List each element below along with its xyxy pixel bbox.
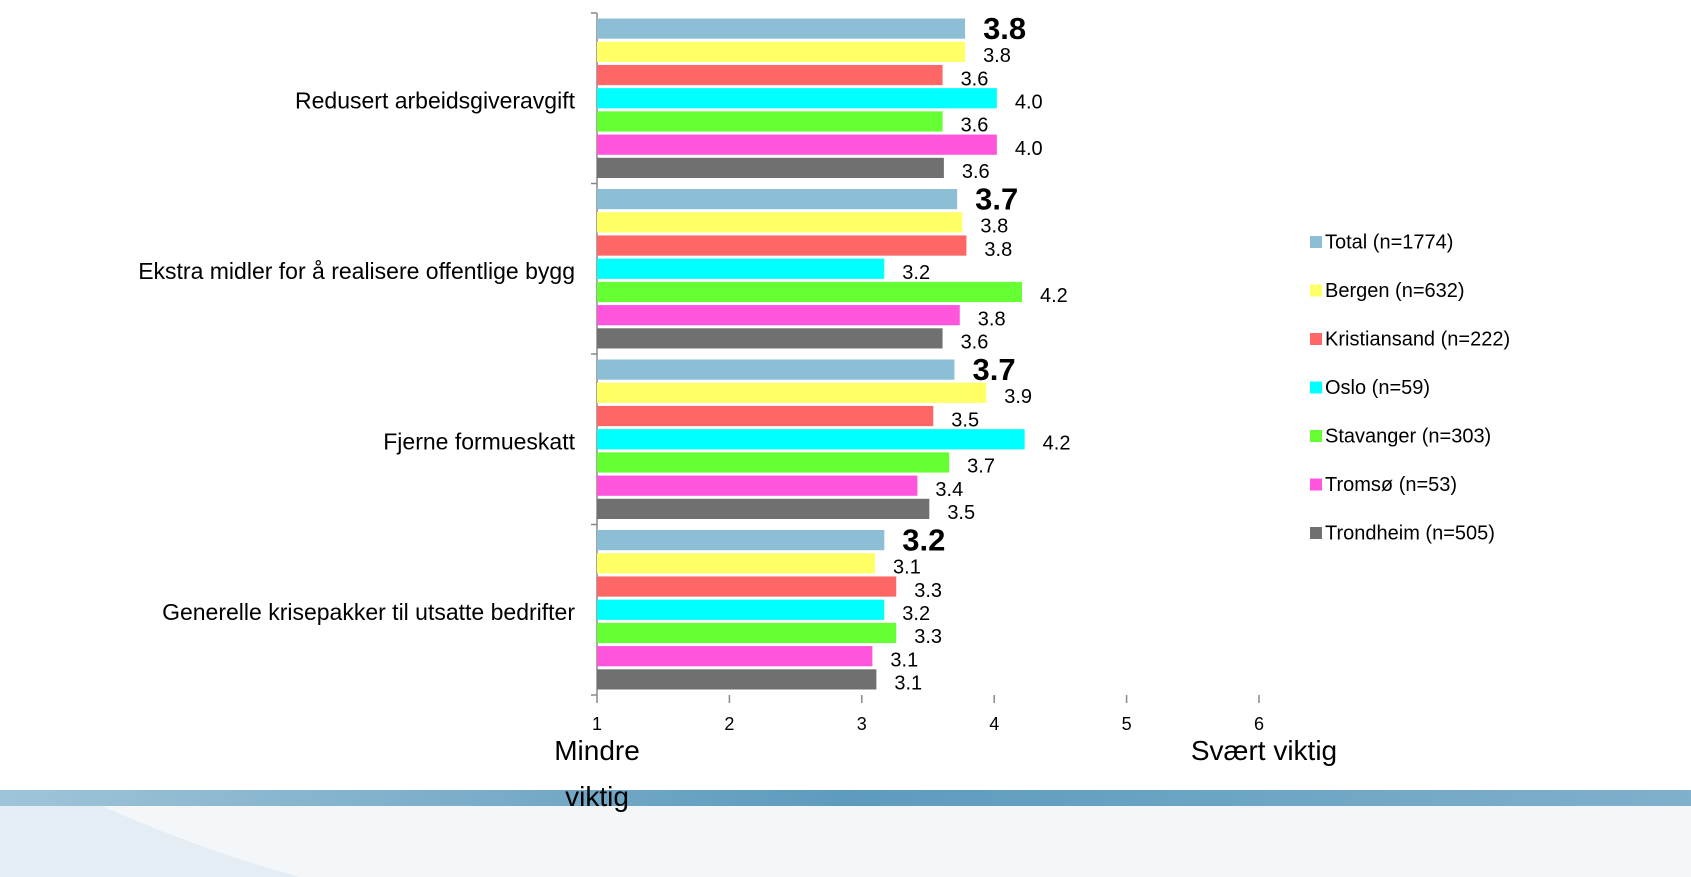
legend-label: Trondheim (n=505) [1325, 522, 1495, 544]
value-label: 3.1 [890, 649, 918, 671]
legend-swatch [1310, 381, 1322, 394]
decorative-band [0, 790, 1691, 806]
bar [597, 134, 997, 155]
legend-swatch [1310, 333, 1322, 345]
category-label: Generelle krisepakker til utsatte bedrif… [162, 599, 575, 625]
bar [597, 111, 943, 132]
value-label: 3.6 [961, 68, 989, 90]
x-tick-label: 6 [1254, 714, 1264, 734]
value-label: 3.7 [967, 456, 995, 478]
bar [597, 41, 966, 62]
value-label: 3.7 [972, 352, 1015, 387]
bar [597, 157, 944, 178]
bar [597, 88, 997, 109]
legend-label: Bergen (n=632) [1325, 280, 1465, 302]
value-label: 3.2 [902, 603, 930, 625]
value-label: 4.2 [1040, 285, 1068, 307]
x-tick-label: 1 [592, 714, 602, 734]
bar [597, 429, 1025, 450]
value-label: 3.6 [961, 115, 989, 137]
value-label: 4.0 [1015, 138, 1043, 160]
legend-label: Oslo (n=59) [1325, 377, 1430, 399]
bar [597, 382, 987, 403]
bar [597, 281, 1023, 303]
bar [597, 64, 943, 86]
bar [597, 359, 955, 380]
bar [597, 622, 897, 644]
bar [597, 576, 897, 597]
value-label: 3.3 [914, 580, 942, 602]
x-tick-label: 3 [857, 714, 867, 734]
value-label: 3.1 [894, 673, 922, 695]
value-label: 3.3 [914, 626, 942, 648]
legend-label: Kristiansand (n=222) [1325, 328, 1510, 350]
value-label: 3.9 [1004, 386, 1032, 408]
bar [597, 599, 885, 620]
legend-swatch [1310, 236, 1322, 248]
bar [597, 405, 934, 427]
bar [597, 212, 963, 233]
value-label: 3.6 [961, 332, 989, 354]
category-label: Ekstra midler for å realisere offentlige… [138, 258, 575, 284]
bar [597, 646, 873, 667]
value-label: 3.2 [902, 262, 930, 284]
value-label: 3.8 [983, 11, 1026, 46]
axis-annotation: Mindre viktig [554, 735, 640, 812]
bar [597, 669, 877, 690]
legend-swatch [1310, 527, 1322, 539]
legend-swatch [1310, 430, 1322, 442]
value-label: 3.8 [978, 308, 1006, 330]
legend-label: Stavanger (n=303) [1325, 425, 1491, 447]
x-tick-label: 5 [1122, 714, 1132, 734]
value-label: 3.1 [893, 557, 921, 579]
value-label: 3.5 [947, 502, 975, 524]
background-decoration [0, 805, 300, 877]
value-label: 3.7 [975, 181, 1018, 216]
background-decoration [0, 805, 1691, 877]
bar [597, 498, 930, 519]
bar [597, 452, 950, 473]
x-tick-label: 2 [724, 714, 734, 734]
bar [597, 553, 876, 574]
bar [597, 530, 885, 551]
bar [597, 305, 960, 326]
value-label: 4.2 [1043, 433, 1071, 455]
x-tick-label: 4 [989, 714, 999, 734]
bar [597, 18, 966, 39]
value-label: 4.0 [1015, 92, 1043, 114]
value-label: 3.4 [935, 479, 963, 501]
bar [597, 475, 918, 496]
bar [597, 258, 885, 279]
axis-annotation: Svært viktig [1190, 735, 1338, 766]
bar [597, 189, 958, 210]
value-label: 3.8 [983, 45, 1011, 67]
value-label: 3.8 [984, 239, 1012, 261]
legend-swatch [1310, 284, 1322, 297]
value-label: 3.8 [980, 216, 1008, 238]
legend-label: Tromsø (n=53) [1325, 474, 1457, 496]
legend-swatch [1310, 478, 1322, 491]
value-label: 3.6 [962, 161, 990, 183]
value-label: 3.5 [951, 409, 979, 431]
bar [597, 328, 943, 349]
category-label: Fjerne formueskatt [383, 428, 575, 454]
category-label: Redusert arbeidsgiveravgift [295, 87, 576, 113]
legend-label: Total (n=1774) [1325, 231, 1453, 253]
bar [597, 235, 967, 256]
value-label: 3.2 [902, 522, 945, 557]
